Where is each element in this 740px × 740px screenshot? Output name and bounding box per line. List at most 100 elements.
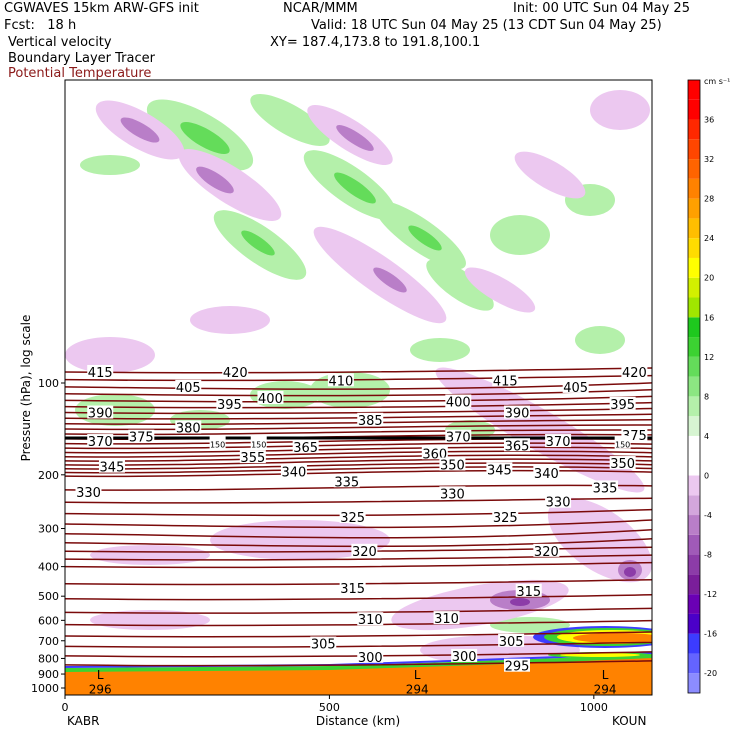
isentrope-label-bg bbox=[445, 429, 472, 443]
isentrope-label: 385 bbox=[358, 414, 383, 429]
isentrope-line bbox=[65, 458, 652, 466]
isentrope-line bbox=[65, 418, 652, 425]
y-tick-label: 700 bbox=[38, 635, 59, 648]
isentrope-label-bg bbox=[503, 658, 530, 672]
isentrope-label: 390 bbox=[88, 407, 113, 422]
colorbar-swatch bbox=[688, 416, 700, 436]
isentrope-label-bg bbox=[327, 373, 354, 387]
y-tick-label: 300 bbox=[38, 523, 59, 536]
isentrope-line bbox=[65, 413, 652, 420]
isentrope-labels: 415 420 410 415 420 405 400 405 390 395 400 390 395 3… bbox=[75, 364, 648, 675]
isentrope-line bbox=[65, 401, 652, 409]
isentrope-line bbox=[65, 484, 652, 491]
x-axis: 0 500 1000 bbox=[62, 695, 608, 714]
isentrope-label: 370 bbox=[546, 435, 571, 450]
isentrope-label: 370 bbox=[446, 431, 471, 446]
colorbar-swatch bbox=[688, 238, 700, 258]
isentrope-label: 400 bbox=[258, 392, 283, 407]
y-tick-label: 200 bbox=[38, 469, 59, 482]
isentrope-label: 350 bbox=[610, 457, 635, 472]
isentrope-label: 415 bbox=[493, 374, 518, 389]
isentrope-label: 380 bbox=[176, 422, 201, 437]
isentrope-label-bg bbox=[433, 611, 460, 625]
colorbar-swatch bbox=[688, 495, 700, 516]
colorbar-swatch bbox=[688, 80, 700, 100]
colorbar-swatch bbox=[688, 613, 700, 634]
isentrope-label-bg bbox=[98, 459, 125, 473]
colorbar-swatch bbox=[688, 475, 700, 496]
low-marker: L bbox=[602, 668, 609, 682]
isentrope-label-bg bbox=[492, 373, 519, 387]
isentrope-label-bg bbox=[609, 456, 636, 470]
surface-theta-label: 294 bbox=[594, 682, 617, 696]
isentrope-line bbox=[65, 508, 652, 517]
section-endpoints: XY= 187.4,173.8 to 191.8,100.1 bbox=[270, 35, 481, 50]
colorbar-label: -8 bbox=[704, 551, 712, 560]
low-marker: L bbox=[414, 668, 421, 682]
isentrope-label: 390 bbox=[505, 407, 530, 422]
isentrope-label-bg bbox=[339, 580, 366, 594]
isentrope-label: 335 bbox=[334, 475, 359, 490]
isentrope-line bbox=[65, 578, 652, 586]
colorbar-label: 0 bbox=[704, 471, 709, 480]
colorbar-label: -12 bbox=[704, 590, 717, 599]
y-tick-label: 600 bbox=[38, 614, 59, 627]
isentrope-label: 370 bbox=[88, 435, 113, 450]
colorbar-swatch bbox=[688, 297, 700, 318]
isentrope-line bbox=[65, 462, 652, 470]
isentrope-lines bbox=[65, 367, 652, 667]
isentrope-label-bg bbox=[614, 435, 631, 449]
colorbar-swatch bbox=[688, 554, 700, 575]
isentrope-label: 150 bbox=[251, 441, 266, 450]
isentrope-label-bg bbox=[257, 391, 284, 405]
colorbar-swatch bbox=[688, 574, 700, 595]
isentrope-label-bg bbox=[533, 465, 560, 479]
isentrope-label-bg bbox=[339, 509, 366, 523]
isentrope-line bbox=[65, 528, 652, 539]
forecast-hour: Fcst: 18 h bbox=[4, 18, 77, 33]
init-time: Init: 00 UTC Sun 04 May 25 bbox=[513, 1, 690, 16]
left-endpoint-label: KABR bbox=[67, 714, 99, 728]
y-axis-label: Pressure (hPa), log scale bbox=[19, 315, 33, 462]
colorbar-label: 32 bbox=[704, 155, 714, 164]
isentrope-label: 315 bbox=[340, 582, 365, 597]
isentrope-label: 365 bbox=[293, 441, 318, 456]
isentrope-label: 305 bbox=[311, 638, 336, 653]
colorbar: -20 -16 -12 -8 -4 0 4 8 12 16 20 24 28 32 36 bbox=[687, 79, 717, 694]
isentrope-label: 405 bbox=[563, 381, 588, 396]
isentrope-label-bg bbox=[498, 633, 525, 647]
isentrope-label: 355 bbox=[240, 451, 265, 466]
isentrope-label: 320 bbox=[534, 545, 559, 560]
isentrope-line bbox=[65, 619, 652, 627]
colorbar-swatch bbox=[688, 337, 700, 357]
colorbar-swatch bbox=[688, 198, 700, 219]
colorbar-swatch bbox=[688, 455, 700, 476]
colorbar-label: -20 bbox=[704, 669, 717, 678]
colorbar-label: 4 bbox=[704, 432, 709, 441]
isentrope-label-bg bbox=[87, 434, 114, 448]
isentrope-label: 345 bbox=[100, 461, 125, 476]
isentrope-line bbox=[65, 450, 652, 458]
isentrope-label-bg bbox=[128, 429, 155, 443]
isentrope-label-bg bbox=[87, 405, 114, 419]
y-tick-label: 100 bbox=[38, 377, 59, 390]
isentrope-label-bg bbox=[75, 485, 102, 499]
isentrope-label: 420 bbox=[223, 366, 248, 381]
isentrope-line bbox=[65, 519, 652, 529]
center-title: NCAR/MMM bbox=[283, 1, 358, 16]
isentrope-label: 320 bbox=[352, 545, 377, 560]
isentrope-label: 335 bbox=[593, 481, 618, 496]
isentrope-label-bg bbox=[545, 494, 572, 508]
isentrope-label-bg bbox=[357, 649, 384, 663]
right-endpoint-label: KOUN bbox=[612, 714, 646, 728]
y-tick-label: 900 bbox=[38, 668, 59, 681]
isentrope-label: 350 bbox=[440, 458, 465, 473]
isentrope-line bbox=[65, 641, 652, 648]
colorbar-swatch bbox=[688, 99, 700, 120]
isentrope-label-bg bbox=[503, 438, 530, 452]
isentrope-label-bg bbox=[87, 364, 114, 378]
colorbar-swatch bbox=[688, 435, 700, 456]
isentrope-label-bg bbox=[357, 612, 384, 626]
isentrope-label-bg bbox=[351, 543, 378, 557]
